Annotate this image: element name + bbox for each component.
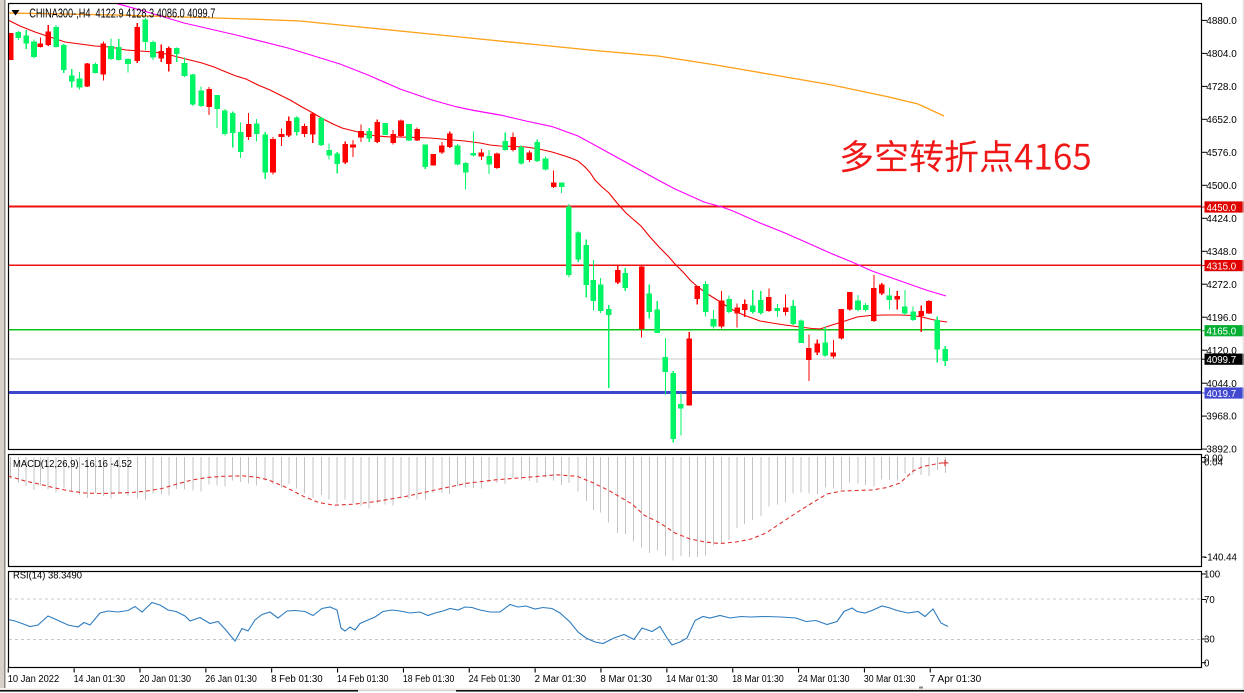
- svg-text:100: 100: [1204, 570, 1221, 581]
- svg-text:2 Mar 01:30: 2 Mar 01:30: [535, 674, 587, 685]
- svg-text:10 Jan 2022: 10 Jan 2022: [8, 674, 60, 685]
- svg-text:4652.0: 4652.0: [1206, 115, 1237, 126]
- svg-text:4500.0: 4500.0: [1206, 181, 1237, 192]
- svg-text:8 Feb 01:30: 8 Feb 01:30: [271, 674, 323, 685]
- svg-text:MACD(12,26,9) -16.16 -4.52: MACD(12,26,9) -16.16 -4.52: [13, 459, 132, 470]
- svg-text:4196.0: 4196.0: [1206, 313, 1237, 324]
- svg-text:4044.0: 4044.0: [1206, 379, 1237, 390]
- svg-text:0.04: 0.04: [1204, 458, 1223, 469]
- svg-text:4728.0: 4728.0: [1206, 82, 1237, 93]
- svg-text:4576.0: 4576.0: [1206, 148, 1237, 159]
- svg-text:18 Feb 01:30: 18 Feb 01:30: [403, 674, 455, 685]
- svg-text:18 Mar 01:30: 18 Mar 01:30: [732, 674, 784, 685]
- svg-text:26 Jan 01:30: 26 Jan 01:30: [205, 674, 257, 685]
- svg-text:70: 70: [1204, 595, 1215, 606]
- svg-text:4099.7: 4099.7: [1207, 355, 1237, 366]
- svg-text:-140.44: -140.44: [1204, 553, 1237, 564]
- svg-text:14 Mar 01:30: 14 Mar 01:30: [666, 674, 718, 685]
- svg-text:14 Jan 01:30: 14 Jan 01:30: [74, 674, 126, 685]
- svg-text:0.00: 0.00: [1204, 454, 1223, 465]
- svg-text:CHINA300-,H4 4122.9 4128.3 40: CHINA300-,H4 4122.9 4128.3 4086.0 4099.7: [29, 7, 215, 21]
- svg-text:14 Feb 01:30: 14 Feb 01:30: [337, 674, 389, 685]
- svg-text:4424.0: 4424.0: [1206, 214, 1237, 225]
- svg-text:4272.0: 4272.0: [1206, 280, 1237, 291]
- svg-text:4120.0: 4120.0: [1206, 346, 1237, 357]
- svg-text:4880.0: 4880.0: [1206, 16, 1237, 27]
- svg-text:4450.0: 4450.0: [1207, 203, 1237, 214]
- svg-text:4165.0: 4165.0: [1207, 327, 1237, 338]
- svg-text:0: 0: [1204, 658, 1210, 669]
- svg-text:7 Apr 01:30: 7 Apr 01:30: [930, 674, 982, 685]
- svg-text:30 Mar 01:30: 30 Mar 01:30: [864, 674, 916, 685]
- svg-text:4348.0: 4348.0: [1206, 247, 1237, 258]
- svg-text:4315.0: 4315.0: [1207, 261, 1237, 272]
- svg-text:4804.0: 4804.0: [1206, 49, 1237, 60]
- svg-text:RSI(14) 38.3490: RSI(14) 38.3490: [13, 571, 83, 582]
- svg-text:4019.7: 4019.7: [1207, 389, 1237, 400]
- svg-text:3892.0: 3892.0: [1206, 445, 1237, 456]
- svg-text:30: 30: [1204, 635, 1215, 646]
- svg-text:20 Jan 01:30: 20 Jan 01:30: [139, 674, 191, 685]
- svg-text:3968.0: 3968.0: [1206, 412, 1237, 423]
- svg-text:24 Mar 01:30: 24 Mar 01:30: [798, 674, 850, 685]
- svg-text:24 Feb 01:30: 24 Feb 01:30: [469, 674, 521, 685]
- svg-text:8 Mar 01:30: 8 Mar 01:30: [600, 674, 652, 685]
